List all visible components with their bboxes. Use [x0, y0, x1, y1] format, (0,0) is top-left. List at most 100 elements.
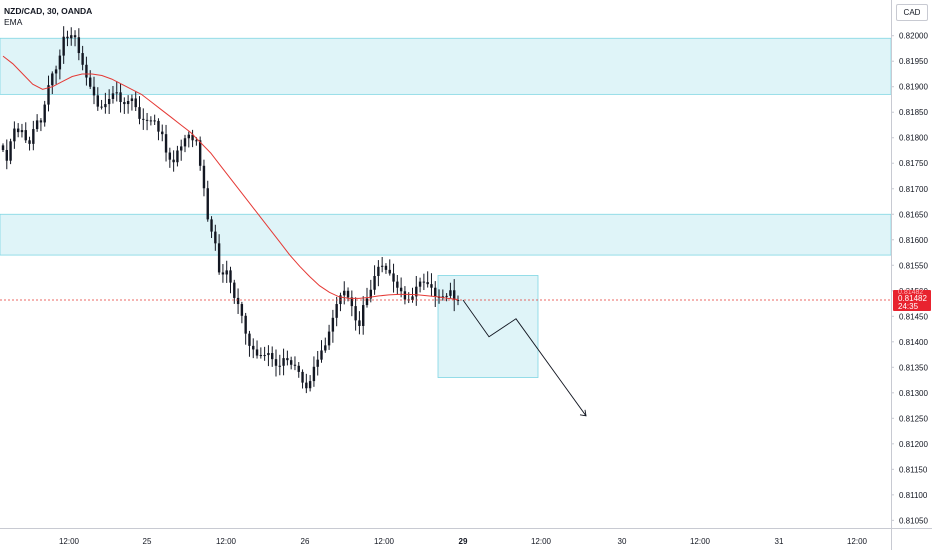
candle-body: [202, 165, 206, 189]
candle-body: [161, 131, 164, 135]
price-tick-label: 0.81950: [899, 57, 928, 66]
candle-body: [54, 69, 58, 74]
candle-body: [24, 130, 27, 141]
candle-body: [134, 98, 137, 108]
candle-body: [282, 358, 285, 366]
candle-body: [39, 120, 43, 123]
candle-body: [142, 118, 145, 120]
candle-body: [354, 306, 357, 321]
price-tick-label: 0.81350: [899, 363, 928, 372]
candle-body: [126, 101, 130, 105]
candle-body: [229, 270, 232, 283]
candle-body: [403, 291, 407, 300]
candle-body: [176, 150, 179, 163]
indicator-ema-label[interactable]: EMA: [4, 17, 23, 27]
resistance-zone-middle[interactable]: [0, 213, 892, 256]
price-tick-label: 0.81400: [899, 338, 928, 347]
projection-arrow[interactable]: [462, 299, 587, 417]
candle-body: [96, 95, 99, 107]
candle-body: [73, 35, 77, 38]
candle-body: [13, 128, 16, 142]
price-tick-label: 0.81450: [899, 312, 928, 321]
candle-body: [107, 98, 111, 105]
price-axis-area: [891, 0, 932, 550]
candle-body: [210, 219, 213, 232]
candle-body: [92, 86, 96, 96]
symbol-title[interactable]: NZD/CAD, 30, OANDA: [4, 6, 93, 16]
candle-body: [221, 272, 225, 275]
price-tick-label: 0.81700: [899, 185, 928, 194]
price-tick-label: 0.81850: [899, 108, 928, 117]
candle-body: [32, 129, 35, 144]
candle-body: [369, 289, 372, 299]
candle-body: [20, 130, 24, 133]
price-tick-label: 0.81150: [899, 465, 928, 474]
candle-body: [157, 120, 160, 132]
candle-body: [373, 275, 376, 290]
candle-body: [301, 371, 304, 383]
candle-body: [43, 104, 46, 123]
candle-body: [164, 134, 168, 153]
candle-body: [255, 349, 259, 356]
candle-body: [252, 345, 255, 350]
price-tick-label: 0.81550: [899, 261, 928, 270]
short-target-zone[interactable]: [437, 275, 539, 378]
candle-body: [16, 128, 20, 133]
candle-body: [327, 331, 331, 346]
candle-body: [233, 282, 236, 298]
candle-body: [149, 120, 153, 122]
candle-body: [308, 381, 312, 389]
candle-body: [267, 353, 270, 356]
time-tick-label: 26: [301, 537, 310, 546]
price-tick-label: 0.81250: [899, 414, 928, 423]
candle-body: [28, 140, 31, 144]
candle-body: [445, 295, 448, 297]
price-tick-label: 0.81650: [899, 210, 928, 219]
candle-body: [5, 149, 8, 161]
candle-body: [346, 290, 350, 298]
candle-body: [180, 146, 183, 151]
price-tick-label: 0.81750: [899, 159, 928, 168]
resistance-zone-upper[interactable]: [0, 37, 892, 95]
candle-body: [331, 317, 335, 332]
candle-body: [411, 296, 414, 300]
candle-body: [168, 152, 172, 160]
candle-body: [81, 53, 84, 65]
candle-body: [456, 299, 460, 301]
candle-body: [217, 243, 221, 273]
candle-body: [248, 333, 251, 346]
candle-body: [335, 304, 338, 318]
candle-body: [145, 119, 149, 121]
candle-body: [85, 64, 88, 78]
price-tick-label: 0.81200: [899, 440, 928, 449]
candle-body: [316, 359, 319, 367]
candle-body: [119, 92, 122, 103]
price-tick-label: 0.81050: [899, 516, 928, 525]
current-price-label-box[interactable]: [893, 289, 931, 311]
candle-body: [343, 290, 346, 296]
candle-body: [195, 140, 198, 142]
candle-body: [434, 287, 437, 297]
candle-body: [396, 281, 399, 288]
candle-body: [58, 55, 62, 70]
currency-button[interactable]: CAD: [896, 4, 928, 21]
candle-body: [312, 366, 316, 382]
candle-body: [286, 358, 289, 361]
candle-body: [153, 120, 156, 122]
candle-body: [274, 359, 278, 366]
time-tick-label: 12:00: [531, 537, 552, 546]
candle-body: [89, 77, 92, 87]
price-tick-label: 0.81100: [899, 491, 928, 500]
price-tick-label: 0.82000: [899, 32, 928, 41]
candle-body: [297, 365, 300, 372]
candle-body: [198, 140, 202, 166]
candle-body: [392, 273, 395, 282]
candle-body: [418, 281, 422, 287]
time-tick-label: 12:00: [59, 537, 80, 546]
candle-body: [70, 35, 73, 39]
candle-body: [47, 85, 50, 105]
candle-body: [377, 266, 380, 276]
candle-body: [206, 188, 209, 220]
